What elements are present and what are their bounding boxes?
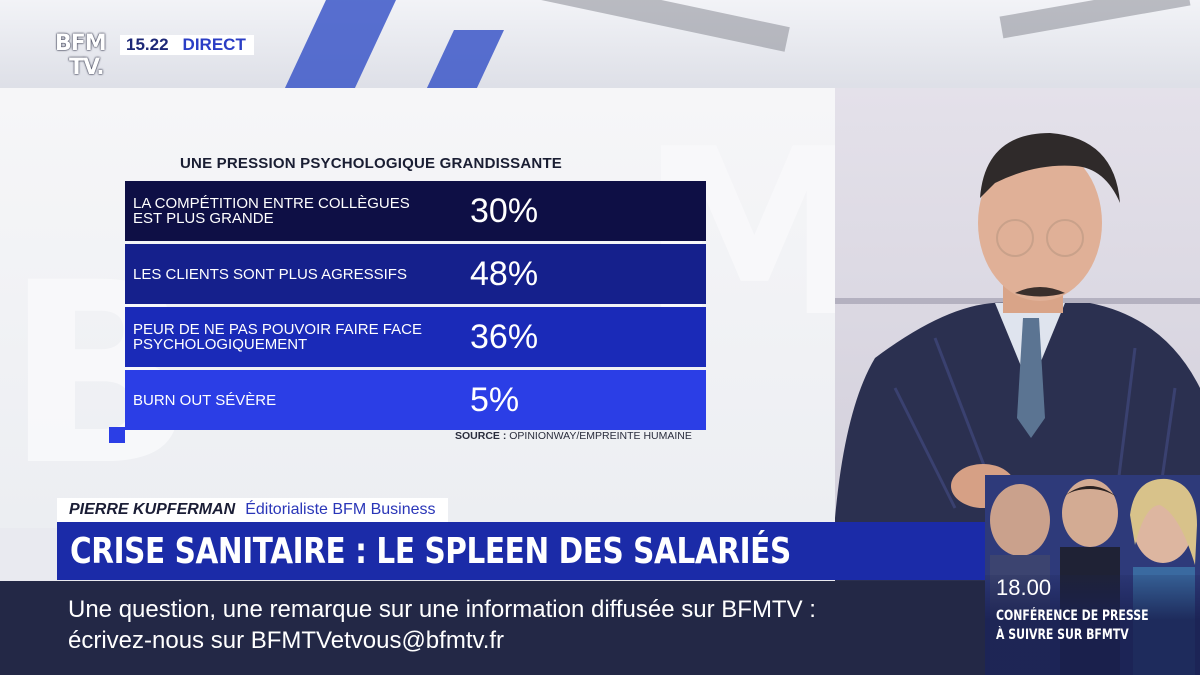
infographic-row: BURN OUT SÉVÈRE 5% <box>125 370 706 430</box>
infographic-title: UNE PRESSION PSYCHOLOGIQUE GRANDISSANTE <box>180 155 563 172</box>
live-label: DIRECT <box>182 35 246 54</box>
infographic-row: PEUR DE NE PAS POUVOIR FAIRE FACE PSYCHO… <box>125 307 706 367</box>
promo-text: 18.00 CONFÉRENCE DE PRESSE À SUIVRE SUR … <box>985 475 1200 675</box>
logo-text-top: BFM <box>55 31 107 56</box>
headline-banner: CRISE SANITAIRE : LE SPLEEN DES SALARIÉS <box>57 522 985 580</box>
row-label: LES CLIENTS SONT PLUS AGRESSIFS <box>133 265 407 283</box>
ticker-line-1: Une question, une remarque sur une infor… <box>68 596 816 623</box>
source-value: OPINIONWAY/EMPREINTE HUMAINE <box>509 430 692 442</box>
clock-time: 15.22 <box>126 35 169 54</box>
promo-line-2: À SUIVRE SUR BFMTV <box>996 627 1129 643</box>
ticker-bar <box>0 581 985 675</box>
row-value: 48% <box>470 254 539 293</box>
row-label: LA COMPÉTITION ENTRE COLLÈGUES EST PLUS … <box>133 195 410 227</box>
headline-text: CRISE SANITAIRE : LE SPLEEN DES SALARIÉS <box>70 530 791 572</box>
row-value: 5% <box>470 380 520 419</box>
source-note: SOURCE : OPINIONWAY/EMPREINTE HUMAINE <box>455 430 692 442</box>
guest-role: Éditorialiste BFM Business <box>245 501 436 518</box>
clock-badge: 15.22 DIRECT <box>120 35 254 55</box>
row-label: BURN OUT SÉVÈRE <box>133 391 277 409</box>
promo-line-1: CONFÉRENCE DE PRESSE <box>996 608 1149 624</box>
decor-square <box>109 427 125 443</box>
guest-name-strap: PIERRE KUPFERMAN Éditorialiste BFM Busin… <box>57 498 448 522</box>
row-label: PEUR DE NE PAS POUVOIR FAIRE FACE PSYCHO… <box>133 321 422 353</box>
bfmtv-logo: BFM TV. <box>55 33 115 85</box>
infographic-row: LA COMPÉTITION ENTRE COLLÈGUES EST PLUS … <box>125 181 706 241</box>
row-value: 30% <box>470 191 539 230</box>
logo-text-bottom: TV. <box>69 55 105 80</box>
infographic-row: LES CLIENTS SONT PLUS AGRESSIFS 48% <box>125 244 706 304</box>
infographic-rows: LA COMPÉTITION ENTRE COLLÈGUES EST PLUS … <box>125 181 706 433</box>
promo-overlay <box>985 575 1200 675</box>
promo-time: 18.00 <box>996 575 1052 600</box>
source-label: SOURCE : <box>455 430 507 442</box>
ticker-text-layer: Une question, une remarque sur une infor… <box>68 596 816 654</box>
row-value: 36% <box>470 317 539 356</box>
ticker-line-2: écrivez-nous sur BFMTVetvous@bfmtv.fr <box>68 627 505 654</box>
guest-name: PIERRE KUPFERMAN <box>69 501 236 518</box>
